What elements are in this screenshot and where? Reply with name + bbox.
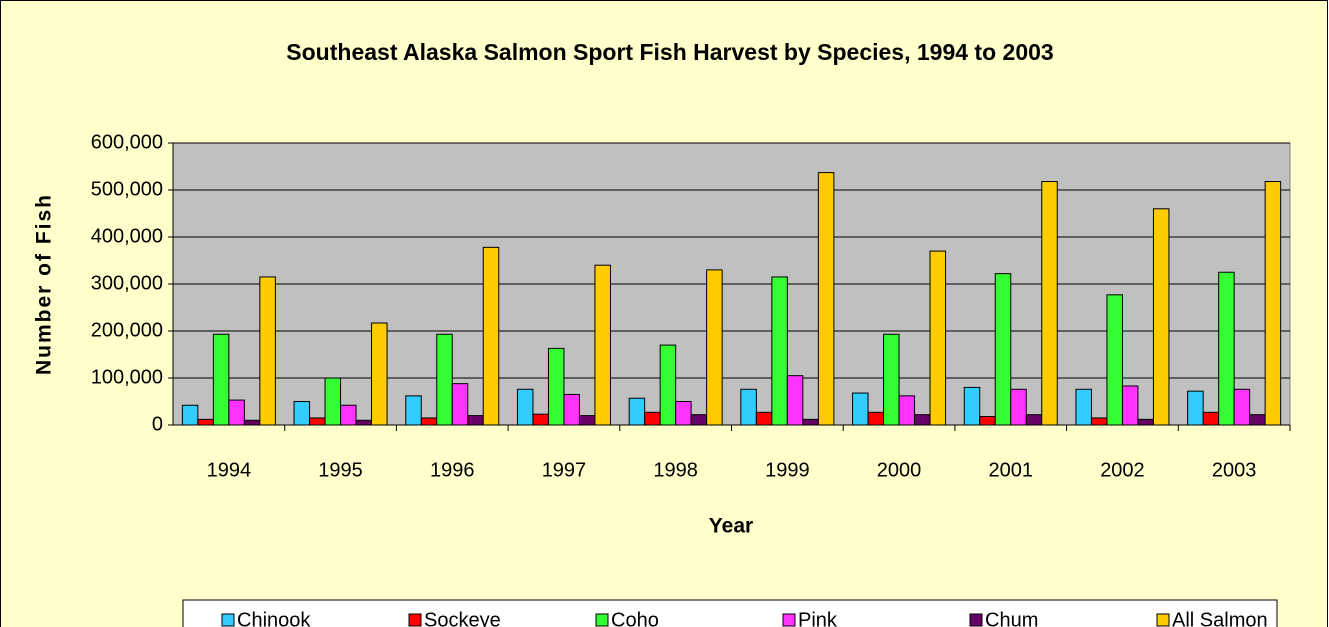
bar: [547, 347, 565, 426]
bar: [1137, 418, 1154, 426]
x-tick-label: 1999: [765, 459, 810, 481]
legend: [182, 599, 1278, 627]
bar: [1202, 411, 1220, 426]
legend-swatch: [782, 613, 796, 627]
legend-label: All Salmon: [1172, 609, 1268, 627]
legend-label: Chum: [985, 609, 1038, 627]
y-tick-label: 300,000: [91, 272, 163, 294]
legend-swatch: [969, 613, 983, 627]
bar: [482, 246, 500, 426]
bar: [1187, 390, 1204, 426]
bar: [755, 411, 773, 426]
bar: [1249, 414, 1266, 426]
bar: [594, 264, 611, 426]
bar: [578, 415, 596, 426]
bar: [355, 419, 373, 426]
bar: [786, 375, 804, 426]
legend-swatch: [408, 613, 422, 627]
y-tick-label: 100,000: [91, 366, 163, 388]
y-tick-label: 600,000: [91, 131, 163, 153]
legend-swatch: [595, 613, 609, 627]
bar: [817, 172, 835, 426]
bar: [706, 269, 723, 426]
bar: [436, 333, 453, 426]
bar: [771, 276, 788, 426]
bar: [1106, 294, 1123, 426]
legend-label: Pink: [798, 609, 838, 627]
bar: [867, 411, 885, 426]
y-tick-label: 400,000: [91, 225, 163, 247]
bar: [212, 333, 230, 426]
bar: [371, 322, 388, 426]
x-tick-label: 2000: [877, 459, 922, 481]
bar: [181, 404, 199, 426]
bar: [293, 401, 311, 426]
x-tick-label: 2003: [1212, 459, 1257, 481]
bar: [1090, 417, 1108, 426]
bar: [1041, 181, 1058, 426]
legend-label: Chinook: [237, 609, 311, 627]
x-tick-label: 1998: [653, 459, 698, 481]
bar: [628, 397, 646, 426]
x-tick-label: 1997: [542, 459, 587, 481]
x-tick-label: 1994: [207, 459, 252, 481]
y-tick-label: 500,000: [91, 178, 163, 200]
bar: [644, 411, 661, 426]
bar: [963, 386, 981, 426]
y-tick-label: 200,000: [91, 319, 163, 341]
bar: [516, 388, 534, 426]
bar: [1121, 385, 1139, 426]
bar: [1025, 414, 1043, 426]
bar: [690, 414, 708, 426]
bar: [994, 273, 1012, 426]
bar: [1075, 388, 1092, 426]
bar: [324, 377, 342, 426]
bar: [740, 388, 757, 426]
bar: [1010, 388, 1027, 426]
bar: [420, 417, 438, 426]
bar: [675, 401, 692, 426]
chart-title: Southeast Alaska Salmon Sport Fish Harve…: [286, 39, 1053, 65]
bar: [451, 383, 469, 426]
bar: [228, 399, 245, 426]
bar: [467, 415, 484, 426]
bar: [1264, 181, 1282, 426]
x-axis-label: Year: [709, 515, 753, 538]
x-tick-label: 1996: [430, 459, 475, 481]
bar: [802, 418, 819, 426]
bar: [898, 395, 916, 426]
bar: [979, 416, 996, 426]
y-axis-label: Number of Fish: [33, 193, 56, 375]
bar: [197, 418, 214, 426]
legend-swatch: [221, 613, 235, 627]
bar: [929, 250, 947, 426]
bar: [259, 276, 276, 426]
bar: [405, 395, 422, 426]
bar: [1218, 271, 1235, 426]
x-tick-label: 2002: [1100, 459, 1145, 481]
bar: [309, 417, 326, 426]
x-tick-label: 2001: [989, 459, 1034, 481]
legend-label: Coho: [611, 609, 659, 627]
bar: [243, 419, 261, 426]
bar: [659, 344, 677, 426]
y-tick-label: 0: [152, 413, 163, 435]
x-tick-label: 1995: [318, 459, 363, 481]
bar: [914, 414, 931, 426]
bar: [532, 413, 549, 426]
bar: [1233, 388, 1251, 426]
legend-swatch: [1156, 613, 1170, 627]
bar: [883, 333, 900, 426]
bar: [1152, 208, 1170, 426]
bar: [563, 393, 580, 426]
bar: [340, 404, 357, 426]
bar: [852, 392, 869, 426]
legend-label: Sockeye: [424, 609, 501, 627]
